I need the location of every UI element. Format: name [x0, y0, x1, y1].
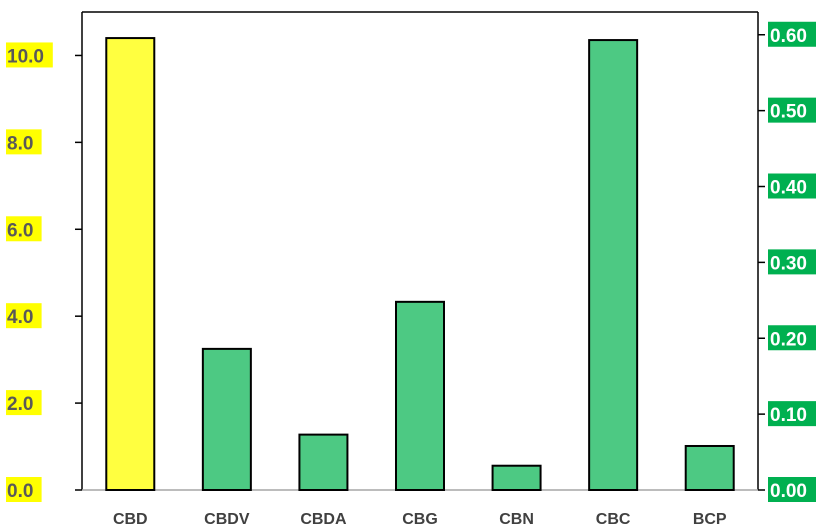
- left-tick-label: 8.0: [6, 129, 42, 155]
- bar-bcp: [684, 444, 735, 491]
- left-tick-label: 2.0: [6, 390, 42, 416]
- category-label-cbn: CBN: [499, 511, 534, 528]
- right-tick-label: 0.60: [768, 21, 816, 47]
- left-tick-text: 4.0: [7, 307, 33, 328]
- right-tick-text: 0.00: [770, 481, 807, 502]
- category-label-cbc: CBC: [596, 511, 631, 528]
- right-tick-highlight: [768, 401, 816, 427]
- bar-cbg: [395, 300, 445, 492]
- bar-cbd: [105, 37, 156, 492]
- left-tick-highlight: [6, 390, 42, 416]
- right-tick-label: 0.10: [768, 401, 816, 427]
- left-tick-highlight: [6, 129, 42, 155]
- left-tick-label: 0.0: [6, 477, 42, 502]
- left-tick-text: 6.0: [7, 220, 33, 241]
- left-tick-text: 10.0: [7, 46, 44, 67]
- category-label-cbda: CBDA: [300, 511, 347, 528]
- category-label-bcp: BCP: [693, 511, 727, 528]
- bar-cbn: [491, 464, 542, 492]
- bar-cbc: [588, 39, 639, 491]
- right-tick-label: 0.40: [768, 173, 816, 199]
- category-label-cbg: CBG: [402, 511, 438, 528]
- right-tick-text: 0.50: [770, 102, 807, 123]
- bar-cbda: [298, 433, 349, 492]
- right-tick-text: 0.60: [770, 26, 807, 47]
- category-label-cbd: CBD: [113, 511, 148, 528]
- left-tick-label: 6.0: [6, 216, 42, 242]
- right-tick-label: 0.50: [768, 97, 816, 123]
- left-tick-text: 8.0: [7, 133, 33, 154]
- left-tick-text: 2.0: [7, 394, 33, 415]
- right-tick-text: 0.30: [770, 253, 807, 274]
- left-tick-highlight: [6, 303, 42, 329]
- left-tick-highlight: [6, 477, 42, 502]
- right-tick-highlight: [768, 173, 816, 199]
- right-tick-highlight: [768, 325, 816, 351]
- right-tick-highlight: [768, 249, 816, 275]
- right-tick-text: 0.20: [770, 329, 807, 350]
- right-tick-text: 0.40: [770, 178, 807, 199]
- left-tick-label: 10.0: [6, 42, 53, 68]
- bar-cbdv: [201, 347, 252, 491]
- right-tick-label: 0.20: [768, 325, 816, 351]
- right-tick-highlight: [768, 97, 816, 123]
- left-tick-highlight: [6, 42, 53, 68]
- right-tick-label: 0.00: [768, 477, 816, 502]
- right-tick-label: 0.30: [768, 249, 816, 275]
- right-tick-highlight: [768, 477, 816, 502]
- right-tick-text: 0.10: [770, 405, 807, 426]
- left-tick-text: 0.0: [7, 481, 33, 502]
- category-label-cbdv: CBDV: [204, 511, 250, 528]
- left-tick-highlight: [6, 216, 42, 242]
- left-tick-label: 4.0: [6, 303, 42, 329]
- right-tick-highlight: [768, 21, 816, 47]
